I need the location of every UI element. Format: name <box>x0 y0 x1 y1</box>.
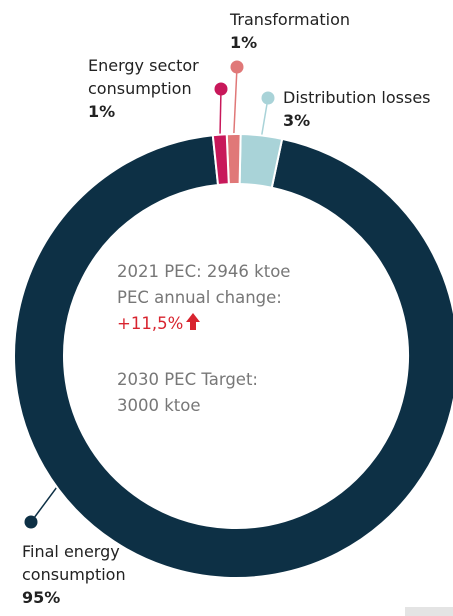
leader-line <box>260 97 269 139</box>
value-label: 3% <box>283 111 311 130</box>
value-label: 1% <box>88 102 116 121</box>
up-arrow <box>186 313 200 330</box>
category-label: Transformation <box>230 10 351 29</box>
center-text: 2030 PEC Target: <box>117 370 258 389</box>
donut-segment <box>211 133 230 187</box>
value-label: 95% <box>22 588 61 607</box>
leader-line <box>30 485 59 523</box>
label-distribution: Distribution losses 3% <box>283 86 431 132</box>
donut-segment <box>13 134 453 579</box>
scroll-corner <box>405 607 453 616</box>
category-label: Distribution losses <box>283 88 431 107</box>
value-label: 1% <box>230 33 258 52</box>
label-energy-sector: Energy sector consumption 1% <box>88 54 214 123</box>
leader-line <box>232 66 238 138</box>
label-final: Final energy consumption 95% <box>22 540 147 609</box>
center-text: PEC annual change: <box>117 288 282 307</box>
center-text: 3000 ktoe <box>117 396 201 415</box>
center-text: 2021 PEC: 2946 ktoe <box>117 262 291 281</box>
category-label: Energy sector consumption <box>88 56 199 98</box>
leader-line <box>219 88 222 138</box>
center-text: +11,5% <box>117 314 184 333</box>
label-transformation: Transformation 1% <box>230 8 350 54</box>
category-label: Final energy consumption <box>22 542 126 584</box>
donut-segment <box>238 133 284 189</box>
